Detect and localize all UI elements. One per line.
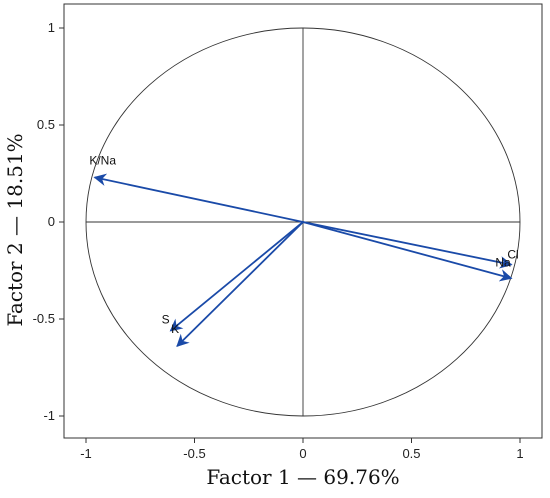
y-tick-label: 1 — [48, 20, 55, 35]
x-tick-label: 1 — [516, 446, 523, 461]
y-tick-label: -0.5 — [33, 311, 55, 326]
x-tick-label: -1 — [80, 446, 92, 461]
y-tick-label: 0.5 — [37, 117, 55, 132]
vector-label-k-na: K/Na — [89, 153, 116, 167]
y-tick-label: -1 — [43, 408, 55, 423]
vector-arrow-na — [302, 221, 513, 282]
x-tick-label: 0.5 — [402, 446, 420, 461]
x-tick-label: -0.5 — [183, 446, 205, 461]
x-axis-title: Factor 1 — 69.76% — [206, 465, 399, 489]
vector-arrow-k — [176, 221, 304, 348]
vector-label-cl: Cl — [507, 248, 518, 262]
y-axis-title: Factor 2 — 18.51% — [3, 133, 27, 326]
vector-label-k: K — [171, 322, 179, 336]
vector-arrow-k-na — [93, 173, 304, 223]
y-tick-label: 0 — [48, 214, 55, 229]
vector-arrow-cl — [302, 221, 513, 269]
vector-label-s: S — [162, 313, 170, 327]
axis-ticks: -1 -0.5 0 0.5 1 1 0.5 0 -0.5 -1 — [33, 20, 524, 461]
vector-label-na: Na — [495, 255, 511, 269]
vector-arrow-s — [169, 221, 304, 332]
x-tick-label: 0 — [299, 446, 306, 461]
